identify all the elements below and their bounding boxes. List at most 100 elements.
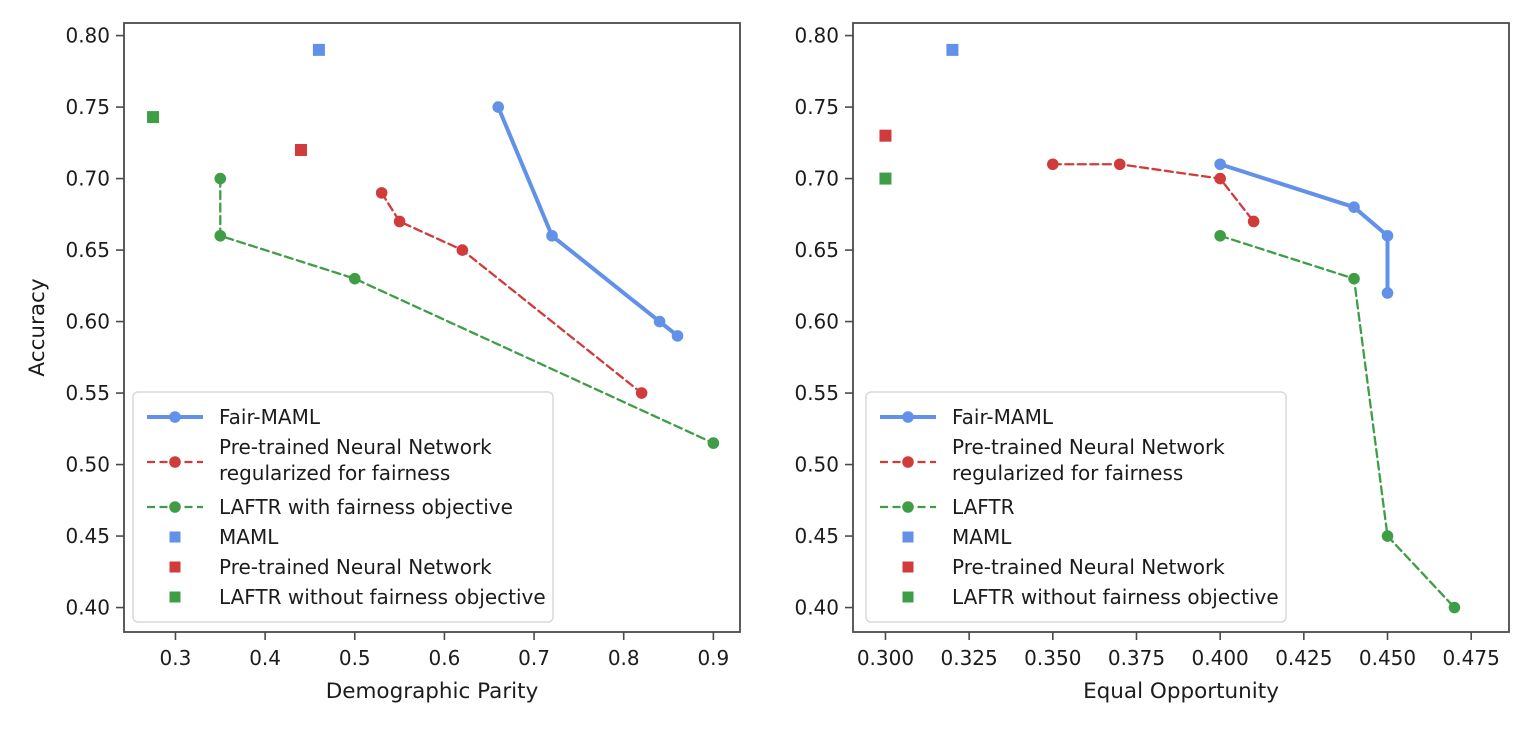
x-tick-label: 0.425 bbox=[1275, 646, 1332, 670]
series-pretrained-nn-regularized-marker bbox=[1214, 172, 1226, 185]
series-pretrained-nn-regularized-marker bbox=[1113, 158, 1126, 171]
x-tick-label: 0.350 bbox=[1024, 646, 1081, 670]
legend-sample-marker bbox=[169, 531, 181, 543]
y-tick-label: 0.45 bbox=[794, 524, 839, 548]
legend-entry: LAFTR without fairness objective bbox=[902, 585, 1279, 609]
series-laftr-without-fairness-marker bbox=[147, 111, 160, 124]
legend-sample-marker bbox=[169, 456, 181, 468]
legend-label: Pre-trained Neural Network bbox=[952, 435, 1225, 459]
y-tick-label: 0.40 bbox=[794, 596, 839, 620]
series-pretrained-nn-regularized-marker bbox=[1047, 158, 1059, 171]
x-tick-label: 0.3 bbox=[160, 646, 192, 670]
legend-label: regularized for fairness bbox=[219, 461, 450, 485]
legend-sample-marker bbox=[902, 531, 914, 543]
y-tick-label: 0.75 bbox=[794, 95, 839, 119]
series-fair-maml-marker bbox=[671, 330, 684, 342]
equal-opportunity-chart: 0.300 0.325 0.350 0.375 0.400 0.425 0.450 0.475… bbox=[794, 22, 1510, 704]
legend-sample-marker bbox=[169, 591, 181, 603]
legend-sample-marker bbox=[902, 456, 914, 468]
demographic-parity-chart: 0.3 0.4 0.5 0.6 0.7 0.8 0.9 0.40 0.45 0.50 0.55 0.6… bbox=[25, 22, 741, 704]
series-fair-maml-marker bbox=[1214, 158, 1226, 171]
series-laftr-marker bbox=[1348, 272, 1360, 285]
legend-entry: LAFTR with fairness objective bbox=[147, 495, 513, 519]
legend-entry: MAML bbox=[902, 525, 1012, 549]
legend-entry: MAML bbox=[169, 525, 279, 549]
x-tick-label: 0.5 bbox=[339, 646, 371, 670]
y-tick-label: 0.50 bbox=[794, 453, 839, 477]
plot-area bbox=[852, 22, 1510, 633]
series-laftr-with-fairness-marker bbox=[707, 437, 720, 449]
x-tick-label: 0.475 bbox=[1443, 646, 1500, 670]
y-tick-label: 0.65 bbox=[65, 238, 110, 262]
series-pretrained-nn-regularized-marker bbox=[456, 244, 469, 256]
legend-sample-marker bbox=[169, 561, 181, 573]
legend-box bbox=[865, 391, 1287, 623]
series-fair-maml-marker bbox=[653, 315, 666, 328]
legend-label: MAML bbox=[952, 525, 1012, 549]
y-tick-label: 0.60 bbox=[794, 310, 839, 334]
x-axis-label: Equal Opportunity bbox=[1083, 679, 1279, 704]
y-tick-label: 0.50 bbox=[65, 453, 110, 477]
x-tick-label: 0.325 bbox=[941, 646, 998, 670]
plot-area bbox=[123, 22, 741, 633]
legend-entry: LAFTR bbox=[880, 495, 1015, 519]
series-pretrained-nn-regularized-line bbox=[1051, 163, 1255, 223]
series-fair-maml-marker bbox=[492, 101, 505, 113]
series-fair-maml-marker bbox=[1348, 201, 1360, 213]
x-axis-label: Demographic Parity bbox=[326, 679, 539, 704]
legend-entry: Pre-trained Neural Network bbox=[902, 555, 1225, 579]
legend-sample-marker bbox=[902, 501, 914, 513]
series-pretrained-nn-regularized-marker bbox=[1247, 215, 1260, 228]
series-pretrained-nn-regularized-line bbox=[380, 191, 643, 395]
legend-entry: LAFTR without fairness objective bbox=[169, 585, 546, 609]
series-laftr-line bbox=[1219, 234, 1456, 609]
series-pretrained-nn-regularized-marker bbox=[635, 387, 648, 399]
y-tick-label: 0.80 bbox=[794, 24, 839, 48]
y-tick-label: 0.65 bbox=[794, 238, 839, 262]
y-tick-label: 0.40 bbox=[65, 596, 110, 620]
series-fair-maml-line bbox=[496, 105, 680, 338]
legend-label: Pre-trained Neural Network bbox=[952, 555, 1225, 579]
x-tick-label: 0.400 bbox=[1192, 646, 1249, 670]
y-tick-label: 0.60 bbox=[65, 310, 110, 334]
x-tick-label: 0.7 bbox=[518, 646, 550, 670]
legend-box bbox=[132, 391, 554, 623]
legend-label: Pre-trained Neural Network bbox=[219, 555, 492, 579]
series-laftr-with-fairness-marker bbox=[214, 172, 227, 185]
series-laftr-with-fairness-line bbox=[219, 177, 715, 445]
y-tick-label: 0.75 bbox=[65, 95, 110, 119]
series-laftr-marker bbox=[1381, 530, 1394, 542]
x-tick-label: 0.4 bbox=[249, 646, 281, 670]
y-axis-label: Accuracy bbox=[25, 278, 50, 376]
legend-entry: Fair-MAML bbox=[147, 405, 321, 429]
series-pretrained-nn-marker bbox=[294, 143, 307, 156]
legend-sample-marker bbox=[169, 501, 181, 513]
legend-label: Fair-MAML bbox=[219, 405, 321, 429]
legend-label: Fair-MAML bbox=[952, 405, 1054, 429]
y-tick-label: 0.45 bbox=[65, 524, 110, 548]
series-maml-marker bbox=[946, 43, 959, 56]
series-fair-maml-marker bbox=[1381, 229, 1394, 242]
legend-sample-marker bbox=[902, 591, 914, 603]
series-fair-maml-marker bbox=[546, 229, 558, 242]
legend-label: LAFTR without fairness objective bbox=[219, 585, 546, 609]
series-laftr-with-fairness-marker bbox=[214, 229, 227, 242]
legend-entry: Fair-MAML bbox=[880, 405, 1054, 429]
series-fair-maml-marker bbox=[1381, 287, 1394, 299]
legend-label: LAFTR without fairness objective bbox=[952, 585, 1279, 609]
y-tick-label: 0.55 bbox=[65, 381, 110, 405]
legend-sample-marker bbox=[902, 561, 914, 573]
series-laftr-without-fairness-marker bbox=[879, 172, 892, 185]
y-tick-label: 0.55 bbox=[794, 381, 839, 405]
legend-label: Pre-trained Neural Network bbox=[219, 435, 492, 459]
y-tick-label: 0.70 bbox=[794, 167, 839, 191]
legend-entry: Pre-trained Neural Network bbox=[169, 555, 492, 579]
x-tick-label: 0.450 bbox=[1359, 646, 1416, 670]
series-fair-maml-line bbox=[1218, 162, 1390, 295]
legend-sample-marker bbox=[169, 411, 181, 423]
